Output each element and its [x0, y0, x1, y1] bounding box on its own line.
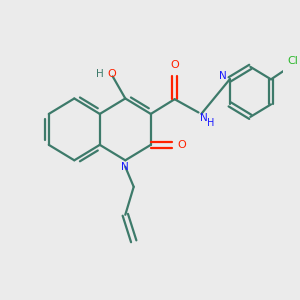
- Text: H: H: [208, 118, 215, 128]
- Text: O: O: [170, 60, 179, 70]
- Text: O: O: [177, 140, 186, 150]
- Text: N: N: [200, 113, 208, 123]
- Text: H: H: [96, 69, 104, 79]
- Text: O: O: [107, 69, 116, 79]
- Text: Cl: Cl: [287, 56, 298, 66]
- Text: N: N: [219, 71, 226, 81]
- Text: N: N: [122, 162, 129, 172]
